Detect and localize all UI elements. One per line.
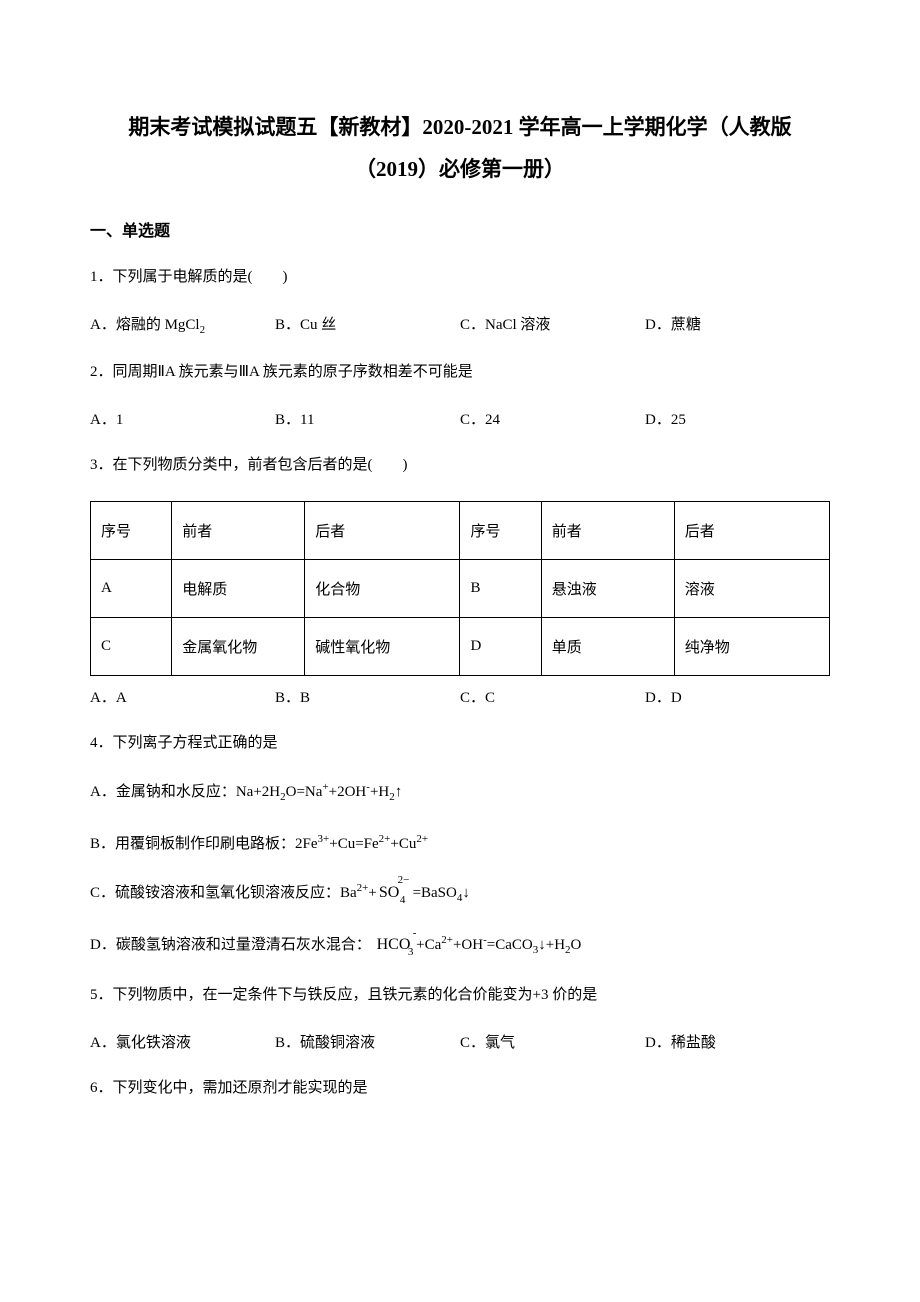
q4a-t4: +H	[370, 784, 389, 800]
sup-2plus: 2+	[379, 833, 391, 845]
cell-b-hz: 溶液	[674, 560, 829, 618]
q4d-t1: D．碳酸氢钠溶液和过量澄清石灰水混合：	[90, 937, 375, 953]
q4-opt-c: C．硫酸铵溶液和氢氧化钡溶液反应：Ba2++SO2−4 =BaSO4 ↓	[90, 880, 830, 908]
so4-base: SO	[379, 884, 399, 901]
q3-opt-c: C．C	[460, 686, 645, 707]
q5-opt-a: A．氯化铁溶液	[90, 1031, 275, 1052]
q5-opt-b: B．硫酸铜溶液	[275, 1031, 460, 1052]
q3-table: 序号 前者 后者 序号 前者 后者 A 电解质 化合物 B 悬浊液 溶液 C 金…	[90, 501, 830, 676]
q5-options: A．氯化铁溶液 B．硫酸铜溶液 C．氯气 D．稀盐酸	[90, 1031, 830, 1052]
q4a-t2: O=Na	[286, 784, 323, 800]
th-qz2: 前者	[541, 502, 674, 560]
table-row: C 金属氧化物 碱性氧化物 D 单质 纯净物	[91, 618, 830, 676]
q1-options: A．熔融的 MgCl2 B．Cu 丝 C．NaCl 溶液 D．蔗糖	[90, 313, 830, 336]
q4a-t3: +2OH	[329, 784, 367, 800]
so4-sub: 4	[400, 892, 406, 910]
q1-opt-a-text: A．熔融的 MgCl	[90, 317, 200, 333]
cell-d-hz: 纯净物	[674, 618, 829, 676]
section-heading: 一、单选题	[90, 217, 830, 241]
table-header-row: 序号 前者 后者 序号 前者 后者	[91, 502, 830, 560]
cell-a-qz: 电解质	[172, 560, 305, 618]
hco3-ion: HCO-3	[377, 932, 411, 958]
q3-opt-b: B．B	[275, 686, 460, 707]
th-xh2: 序号	[460, 502, 541, 560]
q4c-t1: C．硫酸铵溶液和氢氧化钡溶液反应：Ba	[90, 885, 357, 901]
cell-d-qz: 单质	[541, 618, 674, 676]
q5-stem: 5．下列物质中，在一定条件下与铁反应，且铁元素的化合价能变为+3 价的是	[90, 983, 830, 1007]
q3-opt-a: A．A	[90, 686, 275, 707]
exam-title-line1: 期末考试模拟试题五【新教材】2020-2021 学年高一上学期化学（人教版	[90, 110, 830, 146]
th-hz2: 后者	[674, 502, 829, 560]
q1-opt-c: C．NaCl 溶液	[460, 313, 645, 336]
q2-opt-d: D．25	[645, 408, 830, 429]
cell-c-qz: 金属氧化物	[172, 618, 305, 676]
q1-opt-b: B．Cu 丝	[275, 313, 460, 336]
q3-stem: 3．在下列物质分类中，前者包含后者的是( )	[90, 453, 830, 477]
cell-d-xh: D	[460, 618, 541, 676]
cell-b-qz: 悬浊液	[541, 560, 674, 618]
sup-2plus-d: 2+	[441, 934, 453, 946]
q1-opt-a: A．熔融的 MgCl2	[90, 313, 275, 336]
q4b-t2: +Cu=Fe	[329, 836, 378, 852]
so4-charge: 2−	[398, 872, 410, 890]
q2-opt-a: A．1	[90, 408, 275, 429]
q1-opt-a-sub: 2	[200, 324, 206, 336]
q4b-t1: B．用覆铜板制作印刷电路板：2Fe	[90, 836, 318, 852]
q4d-t3: +OH	[453, 937, 483, 953]
q4-opt-b: B．用覆铜板制作印刷电路板：2Fe3++Cu=Fe2++Cu2+	[90, 831, 830, 856]
q4d-t2: +Ca	[416, 937, 441, 953]
q4c-t2: +	[368, 885, 376, 901]
q4-opt-d: D．碳酸氢钠溶液和过量澄清石灰水混合： HCO-3 +Ca2++OH-=CaCO…	[90, 932, 830, 960]
q2-stem: 2．同周期ⅡA 族元素与ⅢA 族元素的原子序数相差不可能是	[90, 360, 830, 384]
q2-opt-c: C．24	[460, 408, 645, 429]
cell-a-xh: A	[91, 560, 172, 618]
cell-c-hz: 碱性氧化物	[305, 618, 460, 676]
th-xh1: 序号	[91, 502, 172, 560]
q6-stem: 6．下列变化中，需加还原剂才能实现的是	[90, 1076, 830, 1100]
q4d-t4: =CaCO	[487, 937, 533, 953]
cell-c-xh: C	[91, 618, 172, 676]
table-row: A 电解质 化合物 B 悬浊液 溶液	[91, 560, 830, 618]
th-qz1: 前者	[172, 502, 305, 560]
q4-opt-a: A．金属钠和水反应：Na+2H2O=Na++2OH-+H2↑	[90, 779, 830, 807]
sup-2plus-c: 2+	[357, 882, 369, 894]
q3-options: A．A B．B C．C D．D	[90, 686, 830, 707]
q1-opt-d: D．蔗糖	[645, 313, 830, 336]
cell-a-hz: 化合物	[305, 560, 460, 618]
cell-b-xh: B	[460, 560, 541, 618]
q4d-t6: O	[571, 937, 582, 953]
q4c-t4: ↓	[462, 885, 470, 901]
sup-2plus-b: 2+	[416, 833, 428, 845]
hco3-base: HCO	[377, 936, 411, 953]
q2-opt-b: B．11	[275, 408, 460, 429]
so4-ion: SO2−4	[379, 880, 399, 906]
hco3-sub: 3	[408, 944, 414, 962]
q4d-t5: ↓+H	[538, 937, 565, 953]
hco3-charge: -	[413, 925, 417, 943]
q4a-t5: ↑	[395, 784, 403, 800]
sup-3plus: 3+	[318, 833, 330, 845]
q5-opt-c: C．氯气	[460, 1031, 645, 1052]
q4-stem: 4．下列离子方程式正确的是	[90, 731, 830, 755]
q1-stem: 1．下列属于电解质的是( )	[90, 265, 830, 289]
q3-opt-d: D．D	[645, 686, 830, 707]
q5-opt-d: D．稀盐酸	[645, 1031, 830, 1052]
q2-options: A．1 B．11 C．24 D．25	[90, 408, 830, 429]
q4a-t1: A．金属钠和水反应：Na+2H	[90, 784, 280, 800]
q4b-t3: +Cu	[390, 836, 416, 852]
th-hz1: 后者	[305, 502, 460, 560]
exam-title-line2: （2019）必修第一册）	[90, 152, 830, 188]
q4c-t3: =BaSO	[409, 885, 457, 901]
